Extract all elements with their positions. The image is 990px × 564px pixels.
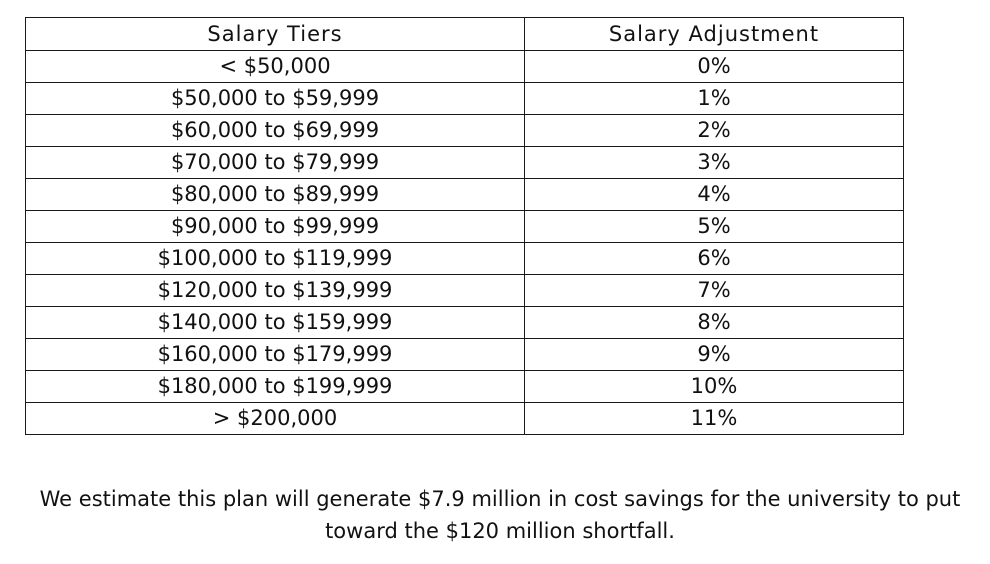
table-row: $60,000 to $69,999 2% bbox=[25, 114, 904, 147]
tier-cell: $90,000 to $99,999 bbox=[25, 210, 525, 243]
tier-cell: $160,000 to $179,999 bbox=[25, 338, 525, 371]
table-row: $160,000 to $179,999 9% bbox=[25, 338, 904, 371]
table-row: > $200,000 11% bbox=[25, 402, 904, 435]
table-row: $80,000 to $89,999 4% bbox=[25, 178, 904, 211]
adjustment-cell: 9% bbox=[524, 338, 904, 371]
adjustment-cell: 3% bbox=[524, 146, 904, 179]
tier-cell: $100,000 to $119,999 bbox=[25, 242, 525, 275]
tier-cell: > $200,000 bbox=[25, 402, 525, 435]
adjustment-cell: 5% bbox=[524, 210, 904, 243]
tier-cell: $70,000 to $79,999 bbox=[25, 146, 525, 179]
table-row: $70,000 to $79,999 3% bbox=[25, 146, 904, 179]
adjustment-cell: 1% bbox=[524, 82, 904, 115]
adjustment-cell: 0% bbox=[524, 50, 904, 83]
table-body: < $50,000 0% $50,000 to $59,999 1% $60,0… bbox=[25, 50, 904, 435]
adjustment-cell: 8% bbox=[524, 306, 904, 339]
table-row: $120,000 to $139,999 7% bbox=[25, 274, 904, 307]
adjustment-cell: 6% bbox=[524, 242, 904, 275]
salary-tier-table: Salary Tiers Salary Adjustment < $50,000… bbox=[25, 17, 904, 435]
tier-cell: $50,000 to $59,999 bbox=[25, 82, 525, 115]
table-row: $140,000 to $159,999 8% bbox=[25, 306, 904, 339]
tier-cell: $60,000 to $69,999 bbox=[25, 114, 525, 147]
tier-cell: $120,000 to $139,999 bbox=[25, 274, 525, 307]
table-header: Salary Tiers Salary Adjustment bbox=[25, 17, 904, 51]
table-row: $180,000 to $199,999 10% bbox=[25, 370, 904, 403]
adjustment-cell: 7% bbox=[524, 274, 904, 307]
adjustment-cell: 4% bbox=[524, 178, 904, 211]
tier-cell: $140,000 to $159,999 bbox=[25, 306, 525, 339]
cost-savings-note: We estimate this plan will generate $7.9… bbox=[39, 487, 961, 543]
table-row: $90,000 to $99,999 5% bbox=[25, 210, 904, 243]
table-row: < $50,000 0% bbox=[25, 50, 904, 83]
table-row: $100,000 to $119,999 6% bbox=[25, 242, 904, 275]
tier-cell: $80,000 to $89,999 bbox=[25, 178, 525, 211]
table-row: $50,000 to $59,999 1% bbox=[25, 82, 904, 115]
adjustment-cell: 10% bbox=[524, 370, 904, 403]
tier-cell: < $50,000 bbox=[25, 50, 525, 83]
header-salary-tiers: Salary Tiers bbox=[25, 17, 525, 51]
adjustment-cell: 11% bbox=[524, 402, 904, 435]
tier-cell: $180,000 to $199,999 bbox=[25, 370, 525, 403]
adjustment-cell: 2% bbox=[524, 114, 904, 147]
header-salary-adjustment: Salary Adjustment bbox=[524, 17, 904, 51]
header-row: Salary Tiers Salary Adjustment bbox=[25, 17, 904, 51]
